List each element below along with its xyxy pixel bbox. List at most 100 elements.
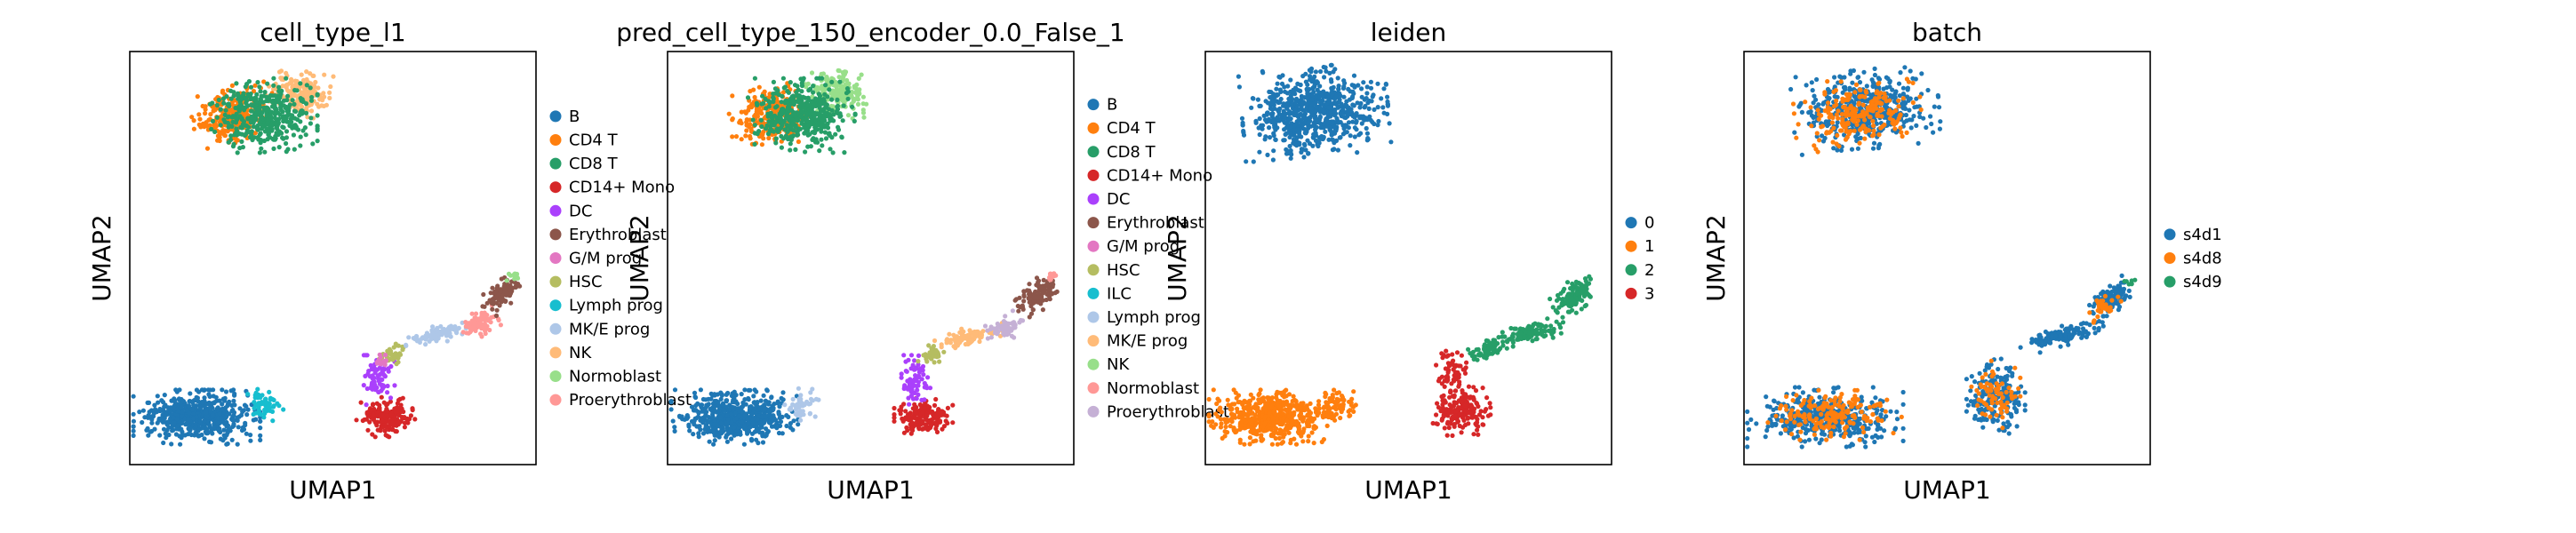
- scatter-point: [768, 415, 774, 420]
- scatter-point: [771, 96, 776, 101]
- scatter-point: [825, 78, 830, 84]
- scatter-point: [1027, 299, 1032, 305]
- scatter-point: [284, 98, 290, 103]
- legend-marker: [549, 275, 562, 288]
- scatter-point: [438, 323, 444, 330]
- scatter-point: [433, 335, 438, 340]
- legend-item: Erythroblast: [1087, 214, 1204, 233]
- scatter-point: [1003, 314, 1008, 319]
- scatter-point: [1295, 128, 1301, 134]
- scatter-point: [732, 410, 739, 416]
- scatter-point: [795, 129, 800, 134]
- scatter-point: [1282, 84, 1287, 90]
- scatter-point: [227, 399, 232, 404]
- legend-marker: [1087, 240, 1100, 252]
- scatter-point: [849, 89, 855, 95]
- scatter-point: [1299, 93, 1304, 99]
- legend-item: CD14+ Mono: [1087, 166, 1212, 185]
- scatter-point: [316, 85, 321, 91]
- legend-item: Erythroblast: [549, 226, 667, 244]
- legend-marker: [1087, 146, 1100, 158]
- scatter-point: [423, 333, 428, 338]
- scatter-point: [929, 356, 934, 362]
- scatter-point: [1033, 289, 1038, 294]
- scatter-point: [696, 424, 702, 430]
- scatter-point: [988, 335, 994, 340]
- scatter-point: [716, 400, 721, 405]
- scatter-point: [762, 402, 767, 408]
- scatter-point: [1045, 283, 1051, 289]
- scatter-point: [836, 75, 842, 80]
- scatter-point: [1299, 147, 1304, 152]
- scatter-point: [764, 126, 769, 131]
- scatter-point: [777, 118, 783, 123]
- scatter-point: [214, 115, 220, 120]
- scatter-point: [1240, 120, 1245, 125]
- scatter-point: [508, 273, 514, 278]
- scatter-point: [1267, 89, 1272, 94]
- scatter-point: [1326, 99, 1332, 104]
- legend-item: MK/E prog: [1087, 332, 1188, 351]
- scatter-point: [828, 133, 833, 139]
- scatter-point: [368, 386, 373, 391]
- scatter-point: [179, 433, 184, 439]
- scatter-point: [1046, 294, 1052, 299]
- scatter-point: [1305, 95, 1310, 100]
- scatter-point: [1319, 92, 1324, 99]
- scatter-point: [749, 411, 755, 417]
- scatter-point: [146, 433, 151, 438]
- legend-marker: [1087, 264, 1100, 276]
- scatter-point: [916, 359, 921, 364]
- scatter-point: [1376, 118, 1381, 124]
- scatter-point: [817, 148, 822, 154]
- legend-label: Normoblast: [569, 368, 661, 386]
- scatter-point: [805, 119, 811, 124]
- scatter-point: [985, 328, 990, 333]
- scatter-point: [699, 416, 705, 421]
- scatter-point: [1251, 159, 1256, 164]
- scatter-point: [776, 430, 782, 436]
- scatter-point: [423, 342, 428, 347]
- scatter-point: [303, 110, 309, 115]
- scatter-point: [925, 375, 931, 380]
- scatter-point: [810, 130, 815, 135]
- legend-item: Lymph prog: [1087, 308, 1201, 327]
- scatter-point: [758, 117, 764, 123]
- scatter-point: [718, 415, 724, 420]
- scatter-point: [912, 378, 917, 384]
- legend-label: CD8 T: [569, 155, 619, 173]
- scatter-point: [292, 87, 298, 93]
- scatter-point: [313, 79, 318, 85]
- scatter-point: [1316, 140, 1322, 146]
- scatter-point: [916, 370, 922, 375]
- scatter-point: [372, 368, 378, 373]
- scatter-point: [1359, 86, 1364, 91]
- scatter-point: [1340, 131, 1346, 137]
- scatter-point: [995, 330, 1000, 336]
- legend-marker: [1087, 382, 1100, 394]
- scatter-point: [1040, 290, 1045, 296]
- legend-item: ILC: [1087, 284, 1132, 303]
- scatter-point: [829, 97, 835, 102]
- scatter-point: [265, 126, 270, 131]
- scatter-point: [375, 373, 380, 378]
- scatter-point: [1037, 295, 1043, 300]
- scatter-point: [234, 115, 239, 122]
- scatter-point: [1320, 107, 1325, 113]
- scatter-point: [210, 412, 215, 418]
- scatter-point: [203, 107, 208, 112]
- scatter-point: [756, 107, 762, 112]
- scatter-point: [382, 353, 388, 358]
- scatter-point: [376, 389, 381, 394]
- scatter-point: [235, 150, 240, 155]
- scatter-point: [292, 124, 298, 130]
- scatter-point: [1270, 157, 1276, 163]
- scatter-point: [162, 416, 167, 421]
- scatter-point: [788, 141, 793, 147]
- scatter-point: [309, 94, 315, 100]
- scatter-point: [1316, 399, 1322, 404]
- scatter-point: [811, 84, 816, 89]
- scatter-point: [796, 139, 802, 145]
